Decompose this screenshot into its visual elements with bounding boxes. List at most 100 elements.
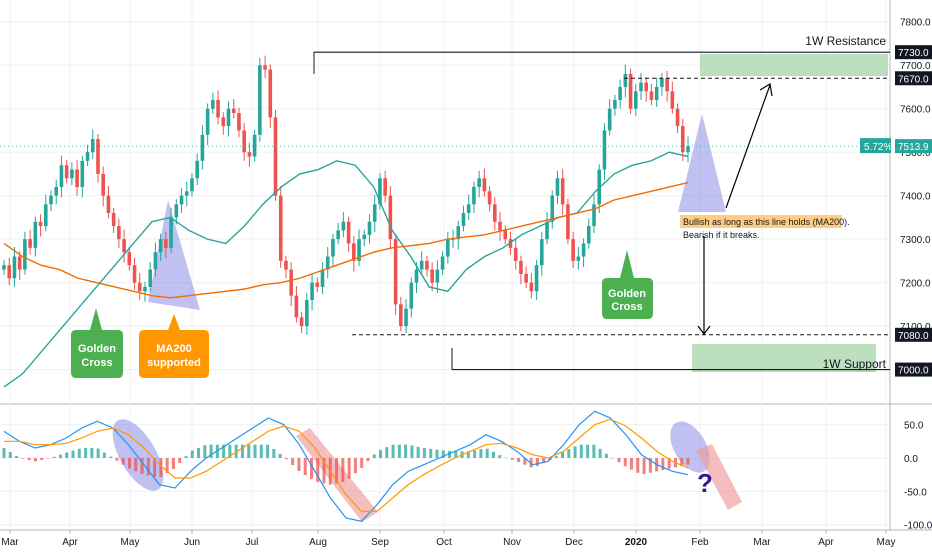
candle-body [409, 282, 414, 309]
price-tag-box [895, 139, 932, 154]
macd-histogram-bar [165, 458, 169, 474]
macd-histogram-bar [517, 458, 521, 463]
candle-body [513, 247, 518, 261]
macd-histogram-bar [27, 458, 31, 461]
candle-body [675, 108, 680, 127]
macd-histogram-bar [134, 458, 138, 472]
candle-body [649, 91, 654, 100]
candle-body [122, 239, 126, 253]
candle-body [49, 195, 53, 205]
candle-body [618, 86, 622, 100]
candle-body [487, 191, 492, 205]
macd-histogram-bar [240, 444, 244, 458]
macd-histogram-bar [316, 458, 320, 482]
candle-body [117, 226, 121, 240]
macd-histogram-bar [109, 456, 113, 458]
ma200-supported-label-a: MA200 [156, 343, 191, 355]
macd-histogram-bar [422, 448, 426, 458]
ma200-note-line-1: Bullish as long as this line holds (MA20… [683, 217, 850, 227]
macd-histogram-bar [291, 458, 295, 466]
ma200-line [3, 181, 689, 299]
candle-body [419, 260, 424, 270]
macd-histogram-bar [410, 445, 414, 458]
macd-histogram-bar [197, 447, 201, 458]
candle-body [305, 300, 309, 327]
y-tick-label: 7500.0 [900, 148, 931, 159]
macd-histogram-bar [259, 444, 263, 458]
candle-body [446, 239, 450, 257]
candle-body [184, 191, 189, 196]
candle-body [571, 239, 575, 261]
candle-body [2, 265, 6, 270]
resistance-label: 1W Resistance [805, 34, 886, 48]
candle-body [560, 178, 565, 205]
macd-histogram-bar [473, 450, 477, 458]
macd-histogram-bar [335, 458, 339, 484]
macd-histogram-bar [504, 457, 508, 459]
macd-histogram-bar [560, 452, 564, 458]
macd-histogram-bar [372, 454, 376, 458]
macd-histogram-bar [65, 452, 69, 458]
price-tag-box [895, 327, 932, 342]
golden-cross-label-2a: Golden [608, 288, 646, 300]
macd-histogram-bar [278, 453, 282, 458]
up-arrow-head [759, 83, 773, 97]
macd-histogram-bar [385, 447, 389, 458]
macd-histogram-bar [623, 458, 627, 467]
macd-histogram-bar [2, 448, 6, 458]
candle-body [169, 217, 173, 248]
price-tag-box [895, 362, 932, 377]
macd-histogram-bar [573, 446, 577, 458]
candle-body [482, 178, 487, 192]
macd-y-tick-label: 0.0 [904, 454, 918, 465]
y-tick-label: 7400.0 [900, 192, 931, 203]
candle-body [216, 100, 220, 118]
candle-body [153, 252, 158, 270]
candle-body [59, 165, 64, 187]
x-tick-label: Mar [753, 537, 771, 548]
macd-histogram-bar [510, 458, 514, 460]
macd-histogram-bar [247, 444, 251, 458]
candle-body [644, 82, 649, 92]
macd-histogram-bar [159, 458, 163, 478]
macd-histogram-bar [554, 456, 558, 458]
macd-histogram-bar [341, 458, 345, 483]
macd-histogram-bar [535, 458, 539, 466]
price-tag-label: 7000.0 [898, 366, 929, 377]
macd-histogram-bar [309, 458, 313, 480]
macd-histogram-bar [604, 453, 608, 458]
macd-histogram-bar [598, 448, 602, 458]
macd-histogram-bar [404, 444, 408, 458]
macd-histogram-bar [523, 458, 527, 465]
price-tag-label: 7513.9 [898, 142, 929, 153]
candle-body [38, 221, 43, 227]
candle-body [205, 108, 210, 135]
macd-histogram-bar [58, 454, 62, 458]
candle-body [372, 204, 377, 222]
candle-body [284, 260, 288, 270]
candle-body [654, 86, 659, 100]
macd-histogram-bar [52, 456, 56, 458]
candle-body [200, 134, 205, 161]
candle-body [440, 256, 445, 270]
macd-histogram-bar [680, 458, 684, 467]
candle-body [592, 204, 596, 227]
candle-body [686, 146, 690, 153]
candle-body [231, 108, 236, 114]
candle-body [85, 152, 90, 161]
macd-y-tick-label: -50.0 [904, 487, 927, 498]
macd-histogram-bar [8, 452, 12, 458]
candle-body [399, 304, 403, 327]
macd-histogram-bar [416, 446, 420, 458]
down-arrow-head [697, 325, 711, 335]
macd-histogram-bar [184, 456, 188, 458]
candle-body [529, 282, 534, 292]
resistance-zone [700, 54, 888, 76]
x-tick-label: Dec [565, 537, 583, 548]
macd-histogram-bar [567, 449, 571, 458]
candle-body [425, 260, 429, 270]
macd-histogram-bar [397, 444, 401, 458]
signal-line [4, 418, 689, 512]
candle-body [278, 195, 283, 261]
macd-down-channel-2 [696, 444, 742, 510]
